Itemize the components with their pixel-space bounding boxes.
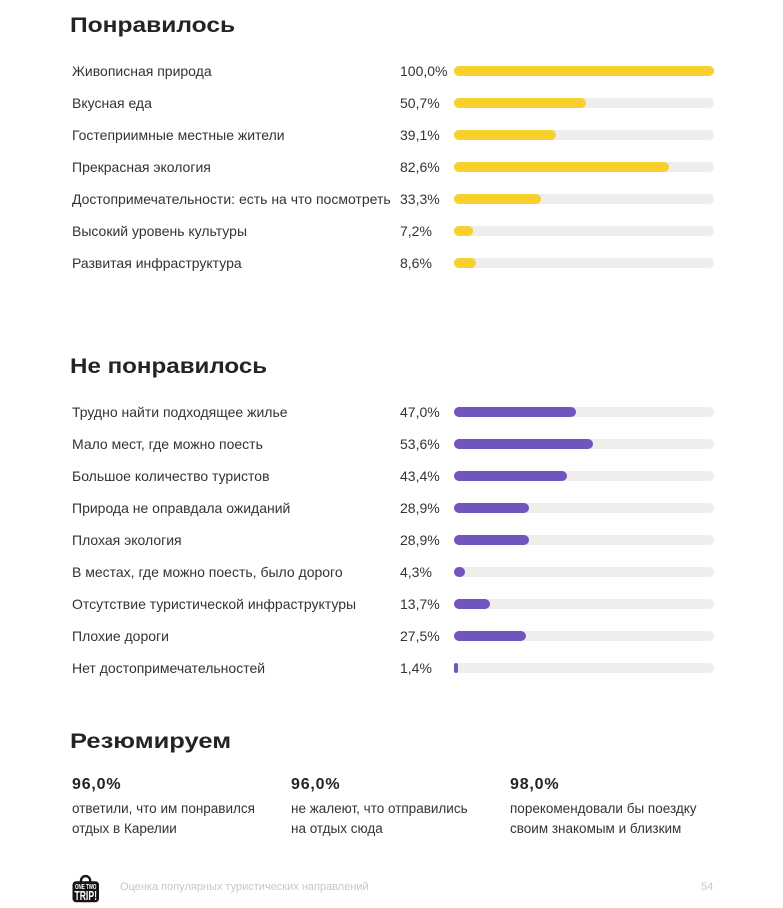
svg-text:ONE TWO: ONE TWO [75,884,97,891]
svg-text:TRIP!: TRIP! [74,889,97,903]
